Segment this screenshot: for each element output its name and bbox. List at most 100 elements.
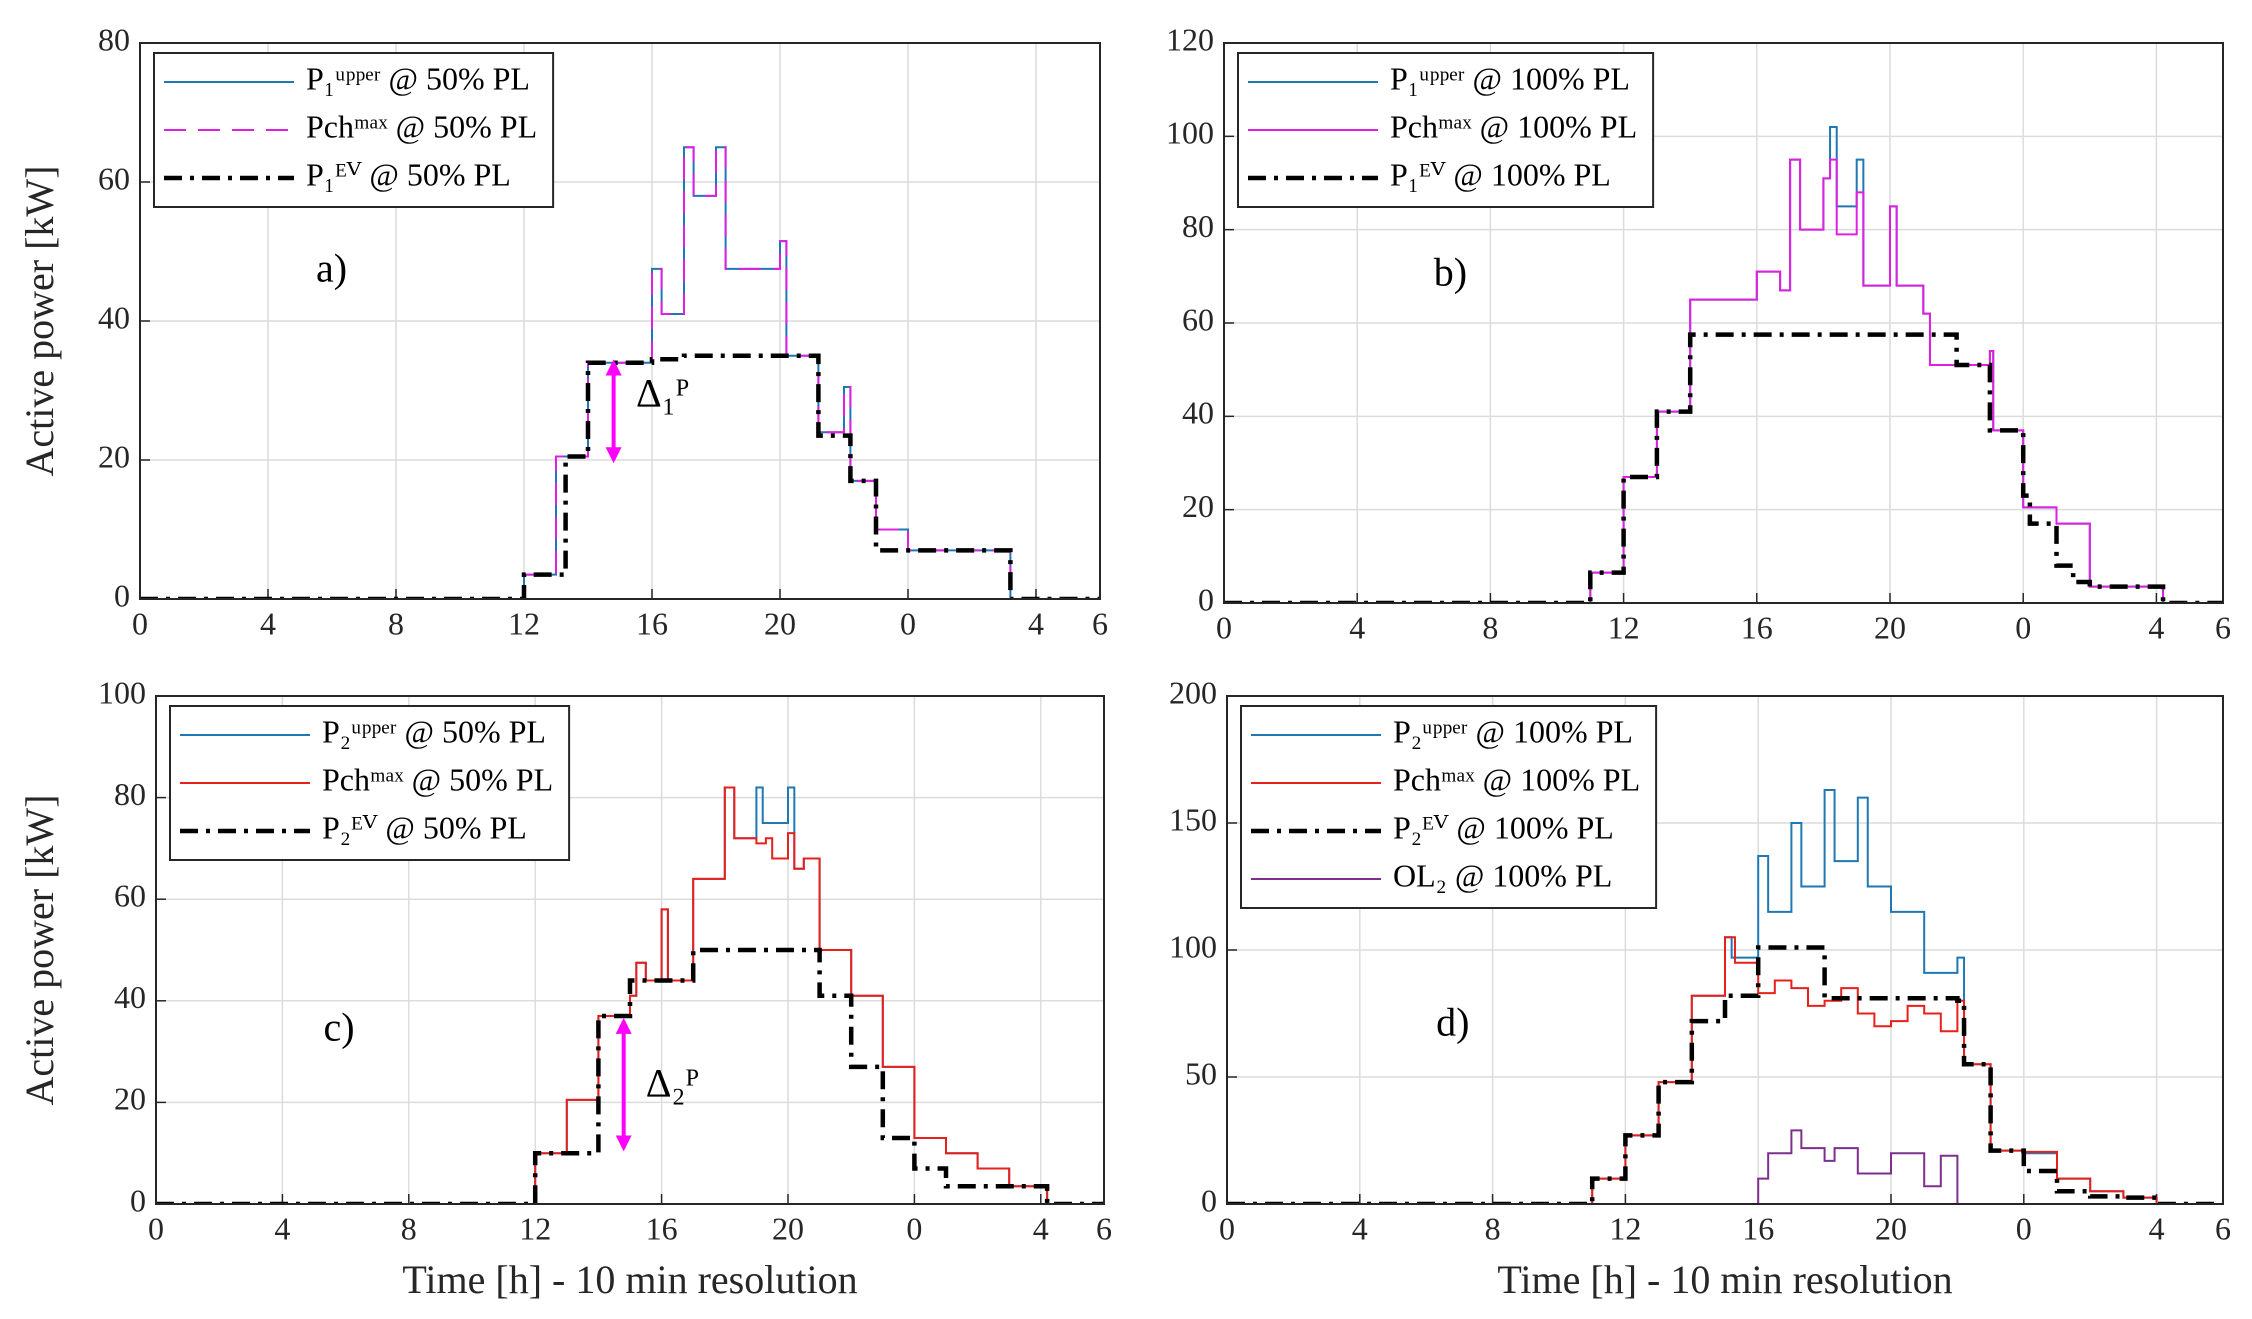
y-tick-label: 200 [1169,674,1217,710]
x-tick-label: 6 [1096,1210,1112,1246]
y-tick-label: 60 [98,160,130,196]
legend: P₂ᵘᵖᵖᵉʳ @ 50% PL Pchᵐᵃˣ @ 50% PL P₂ᴱⱽ @ 50… [169,705,571,861]
axes-box [139,42,1101,600]
x-tick-label: 8 [1482,609,1498,645]
x-tick-label: 0 [2016,1210,2032,1246]
legend: P₁ᵘᵖᵖᵉʳ @ 100% PL Pchᵐᵃˣ @ 100% PL P₁ᴱⱽ @ … [1237,52,1655,208]
y-tick-label: 100 [1169,928,1217,964]
annotation: d) [1436,999,1469,1044]
x-tick-label: 8 [1485,1210,1501,1246]
legend-label: OL₂ @ 100% PL [1393,857,1612,893]
x-tick-label: 4 [274,1210,290,1246]
legend-label: P₁ᴱⱽ @ 50% PL [306,156,511,192]
x-tick-label: 0 [2015,609,2031,645]
data-line [140,353,1100,599]
x-tick-label: 0 [148,1210,164,1246]
x-tick-label: 0 [906,1210,922,1246]
y-tick-label: 60 [1182,301,1214,337]
legend-label: P₂ᵘᵖᵖᵉʳ @ 100% PL [1393,713,1633,749]
x-tick-label: 20 [1874,609,1906,645]
legend-label: P₂ᴱⱽ @ 50% PL [322,809,527,845]
y-tick-label: 80 [114,776,146,812]
annotation: Δ₂ᴾ [646,1060,699,1105]
x-tick-label: 6 [2215,1210,2231,1246]
x-tick-label: 0 [900,605,916,641]
x-axis-label: Time [h] - 10 min resolution [402,1257,857,1302]
y-tick-label: 150 [1169,801,1217,837]
y-tick-label: 0 [1198,581,1214,617]
y-tick-label: 100 [1166,115,1214,151]
data-line [1227,936,2223,1204]
data-line [1227,1129,2223,1204]
x-tick-label: 16 [1742,1210,1774,1246]
x-tick-label: 16 [636,605,668,641]
x-tick-label: 12 [1608,609,1640,645]
legend-label: Pchᵐᵃˣ @ 100% PL [1390,108,1637,144]
x-tick-label: 4 [260,605,276,641]
legend-label: P₂ᴱⱽ @ 100% PL [1393,809,1614,845]
annotation: Δ₁ᴾ [636,371,689,416]
x-tick-label: 0 [1216,609,1232,645]
y-tick-label: 100 [98,674,146,710]
y-axis-label: Active power [kW] [17,795,62,1106]
x-tick-label: 4 [1352,1210,1368,1246]
legend-label: P₁ᵘᵖᵖᵉʳ @ 100% PL [1390,60,1630,96]
axes-box [1223,42,2224,604]
legend-label: Pchᵐᵃˣ @ 50% PL [306,108,537,144]
legend-label: P₁ᴱⱽ @ 100% PL [1390,156,1611,192]
x-tick-label: 4 [1028,605,1044,641]
x-tick-label: 12 [519,1210,551,1246]
annotation: a) [316,246,347,291]
x-tick-label: 4 [2148,609,2164,645]
legend-label: P₂ᵘᵖᵖᵉʳ @ 50% PL [322,713,546,749]
legend: P₁ᵘᵖᵖᵉʳ @ 50% PL Pchᵐᵃˣ @ 50% PL P₁ᴱⱽ @ 50… [153,52,555,208]
legend-label: Pchᵐᵃˣ @ 50% PL [322,761,553,797]
annotation: b) [1434,250,1467,295]
x-axis-label: Time [h] - 10 min resolution [1497,1257,1952,1302]
axes-box [1226,695,2224,1205]
x-tick-label: 20 [1875,1210,1907,1246]
y-tick-label: 80 [1182,208,1214,244]
x-tick-label: 6 [1092,605,1108,641]
x-tick-label: 12 [1609,1210,1641,1246]
x-tick-label: 16 [646,1210,678,1246]
data-line [1224,158,2223,603]
x-tick-label: 8 [388,605,404,641]
y-tick-label: 40 [114,979,146,1015]
data-line [156,786,1104,1204]
y-tick-label: 20 [1182,488,1214,524]
y-tick-label: 0 [1201,1182,1217,1218]
legend-label: Pchᵐᵃˣ @ 100% PL [1393,761,1640,797]
axes-box [155,695,1105,1205]
y-axis-label: Active power [kW] [17,166,62,477]
x-tick-label: 4 [2149,1210,2165,1246]
x-tick-label: 4 [1033,1210,1049,1246]
y-tick-label: 40 [98,299,130,335]
y-tick-label: 0 [130,1182,146,1218]
x-tick-label: 20 [764,605,796,641]
legend-label: P₁ᵘᵖᵖᵉʳ @ 50% PL [306,60,530,96]
y-tick-label: 0 [114,577,130,613]
x-tick-label: 8 [401,1210,417,1246]
legend-box [1240,705,1658,909]
x-tick-label: 6 [2215,609,2231,645]
data-line [1224,332,2223,603]
x-tick-label: 16 [1741,609,1773,645]
data-line [1227,945,2223,1204]
y-tick-label: 40 [1182,395,1214,431]
legend-box [153,52,555,208]
annotation: c) [323,1004,354,1049]
x-tick-label: 0 [132,605,148,641]
y-tick-label: 60 [114,878,146,914]
x-tick-label: 20 [772,1210,804,1246]
data-line [156,947,1104,1204]
y-tick-label: 20 [114,1081,146,1117]
y-tick-label: 80 [98,21,130,57]
x-tick-label: 12 [508,605,540,641]
